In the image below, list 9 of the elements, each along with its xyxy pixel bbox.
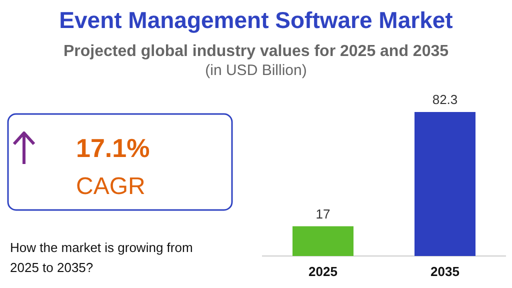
- data-label: 82.3: [432, 92, 458, 107]
- x-tick-label: 2025: [308, 264, 338, 279]
- chart-title: Event Management Software Market: [59, 7, 454, 33]
- chart-subtitle: Projected global industry values for 2025 and 2035 (in USD Billion): [63, 43, 449, 79]
- text: CAGR: [76, 173, 146, 200]
- x-tick-label: 2035: [430, 264, 460, 279]
- text: 17.1%: [76, 133, 150, 163]
- data-label: 17: [316, 206, 330, 222]
- text: How the market is growing from 2025 to 2035?: [10, 240, 193, 275]
